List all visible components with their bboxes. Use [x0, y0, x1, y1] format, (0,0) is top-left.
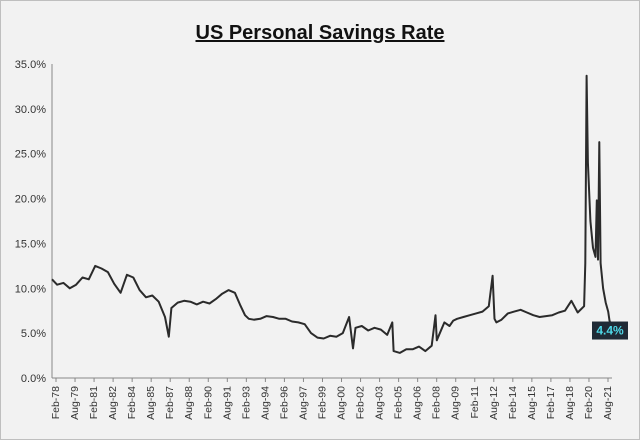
x-tick-label: Feb-02 — [355, 386, 367, 419]
x-tick-label: Aug-12 — [488, 386, 500, 420]
x-tick-label: Aug-06 — [412, 386, 424, 420]
x-tick-label: Feb-99 — [316, 386, 328, 419]
x-tick-label: Aug-91 — [221, 386, 233, 420]
y-tick-label: 10.0% — [15, 283, 46, 295]
x-tick-label: Aug-82 — [107, 386, 119, 420]
y-tick-label: 35.0% — [15, 59, 46, 71]
x-tick-label: Aug-97 — [297, 386, 309, 420]
x-tick-label: Feb-20 — [583, 386, 595, 419]
x-tick-label: Aug-21 — [602, 386, 614, 420]
x-tick-label: Aug-00 — [336, 386, 348, 420]
x-tick-label: Feb-08 — [431, 386, 443, 419]
x-tick-label: Aug-79 — [69, 386, 81, 420]
x-tick-label: Feb-90 — [202, 386, 214, 419]
x-tick-label: Feb-87 — [164, 386, 176, 419]
chart-title: US Personal Savings Rate — [195, 22, 445, 44]
axes — [51, 64, 612, 379]
x-tick-label: Feb-81 — [88, 386, 100, 419]
x-tick-label: Feb-14 — [507, 386, 519, 419]
y-tick-label: 25.0% — [15, 149, 46, 161]
x-tick-label: Feb-84 — [126, 386, 138, 419]
x-tick-label: Aug-09 — [450, 386, 462, 420]
y-axis-ticks: 0.0% 5.0% 10.0% 15.0% 20.0% 25.0% 30.0% 35.0% — [15, 59, 46, 385]
x-tick-label: Aug-15 — [526, 386, 538, 420]
x-tick-label: Aug-85 — [145, 386, 157, 420]
x-tick-label: Feb-78 — [50, 386, 62, 419]
x-tick-label: Feb-93 — [240, 386, 252, 419]
last-value-badge — [592, 321, 628, 340]
series-line — [51, 74, 613, 354]
x-tick-label: Feb-96 — [278, 386, 290, 419]
x-axis-ticks: Feb-78 Aug-79 Feb-81 Aug-82 Feb-84 Aug-85 Feb-… — [50, 378, 614, 420]
x-tick-label: Feb-11 — [469, 386, 481, 419]
last-value-label: 4.4% — [596, 324, 624, 338]
x-tick-label: Aug-88 — [183, 386, 195, 420]
y-tick-label: 20.0% — [15, 194, 46, 206]
x-tick-label: Feb-05 — [393, 386, 405, 419]
x-tick-label: Aug-94 — [259, 386, 271, 420]
x-tick-label: Aug-03 — [374, 386, 386, 420]
x-tick-label: Feb-17 — [545, 386, 557, 419]
y-tick-label: 15.0% — [15, 238, 46, 250]
x-tick-label: Aug-18 — [564, 386, 576, 420]
series-group — [51, 74, 613, 354]
y-tick-label: 30.0% — [15, 104, 46, 116]
annotation-group: 4.4% — [592, 321, 628, 340]
y-tick-label: 5.0% — [21, 328, 46, 340]
y-tick-label: 0.0% — [21, 373, 46, 385]
